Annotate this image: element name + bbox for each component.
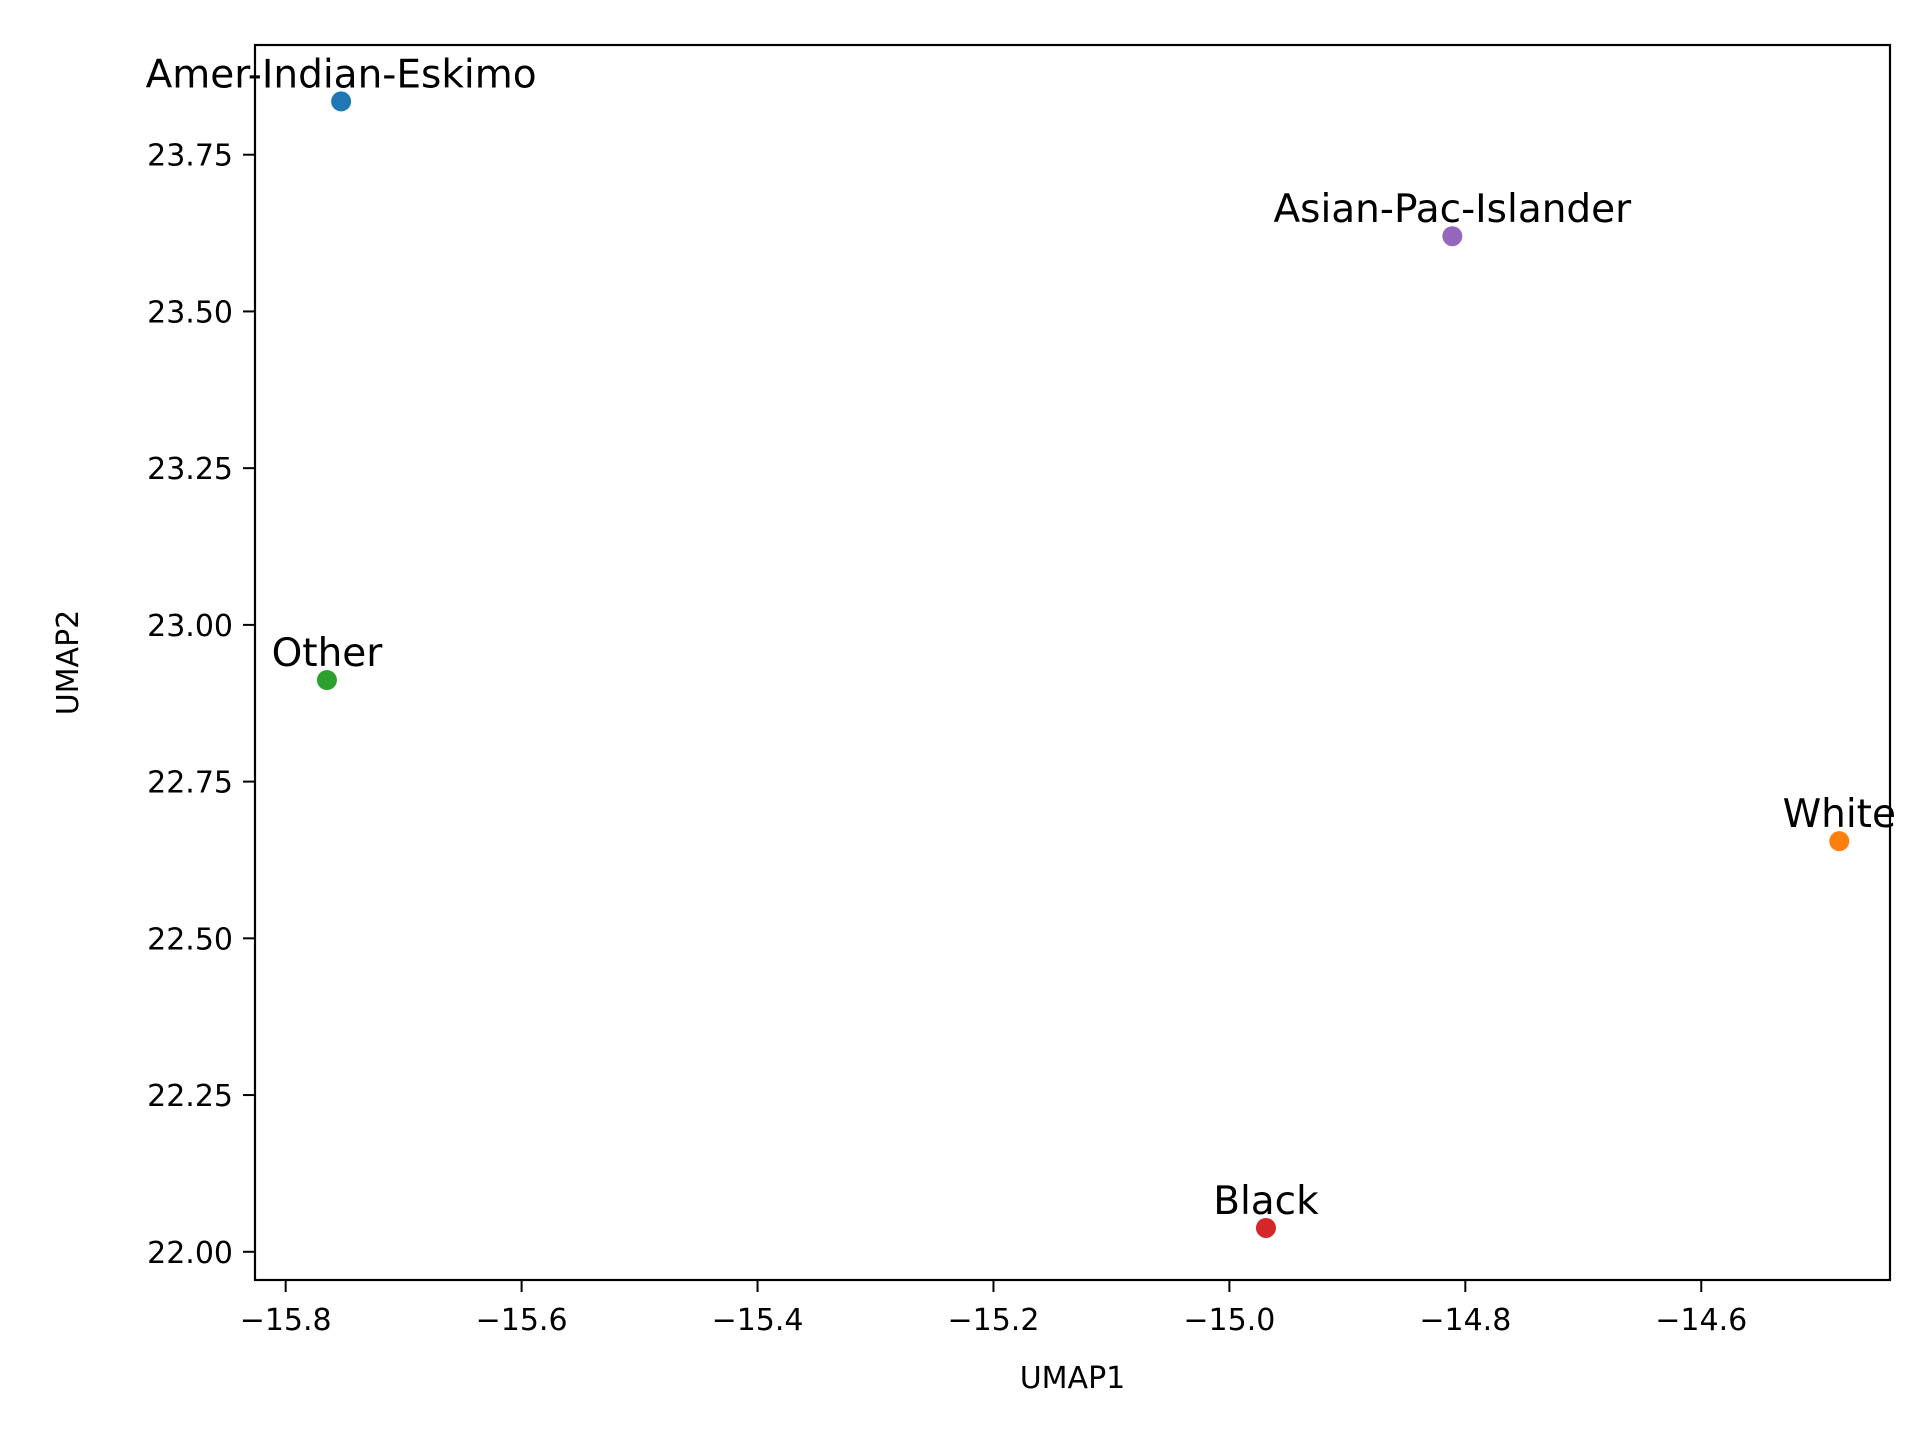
- data-point: [1442, 226, 1463, 247]
- x-tick-label: −15.2: [947, 1303, 1039, 1338]
- point-label: Amer-Indian-Eskimo: [146, 52, 537, 97]
- point-label: Other: [272, 631, 384, 676]
- x-tick-label: −15.0: [1183, 1303, 1275, 1338]
- point-label: Black: [1213, 1179, 1319, 1224]
- plot-frame: [253, 43, 1892, 1282]
- y-axis-label: UMAP2: [51, 610, 86, 716]
- y-tick-label: 22.25: [147, 1079, 233, 1114]
- ticks-layer: −15.8 −15.6 −15.4 −15.2 −15.0 −14.8 −14.6 22.00…: [147, 139, 1747, 1338]
- point-label: Asian-Pac-Islander: [1273, 187, 1632, 232]
- x-tick-label: −15.8: [240, 1303, 332, 1338]
- data-point: [1255, 1217, 1276, 1238]
- y-tick-label: 22.75: [147, 766, 233, 801]
- data-point: [331, 91, 352, 112]
- point-labels-layer: Amer-Indian-Eskimo White Other Black Asian-P…: [146, 52, 1896, 1224]
- data-point: [316, 670, 337, 691]
- y-tick-label: 23.25: [147, 452, 233, 487]
- x-tick-label: −14.6: [1655, 1303, 1747, 1338]
- x-tick-label: −14.8: [1419, 1303, 1511, 1338]
- y-tick-label: 23.50: [147, 295, 233, 330]
- y-tick-label: 22.50: [147, 922, 233, 957]
- point-label: White: [1783, 792, 1896, 837]
- y-tick-label: 22.00: [147, 1236, 233, 1271]
- points-layer: [316, 91, 1850, 1238]
- y-tick-label: 23.75: [147, 139, 233, 174]
- data-point: [1829, 831, 1850, 852]
- y-tick-label: 23.00: [147, 609, 233, 644]
- x-axis-label: UMAP1: [1020, 1361, 1126, 1396]
- x-tick-label: −15.6: [476, 1303, 568, 1338]
- x-tick-label: −15.4: [712, 1303, 804, 1338]
